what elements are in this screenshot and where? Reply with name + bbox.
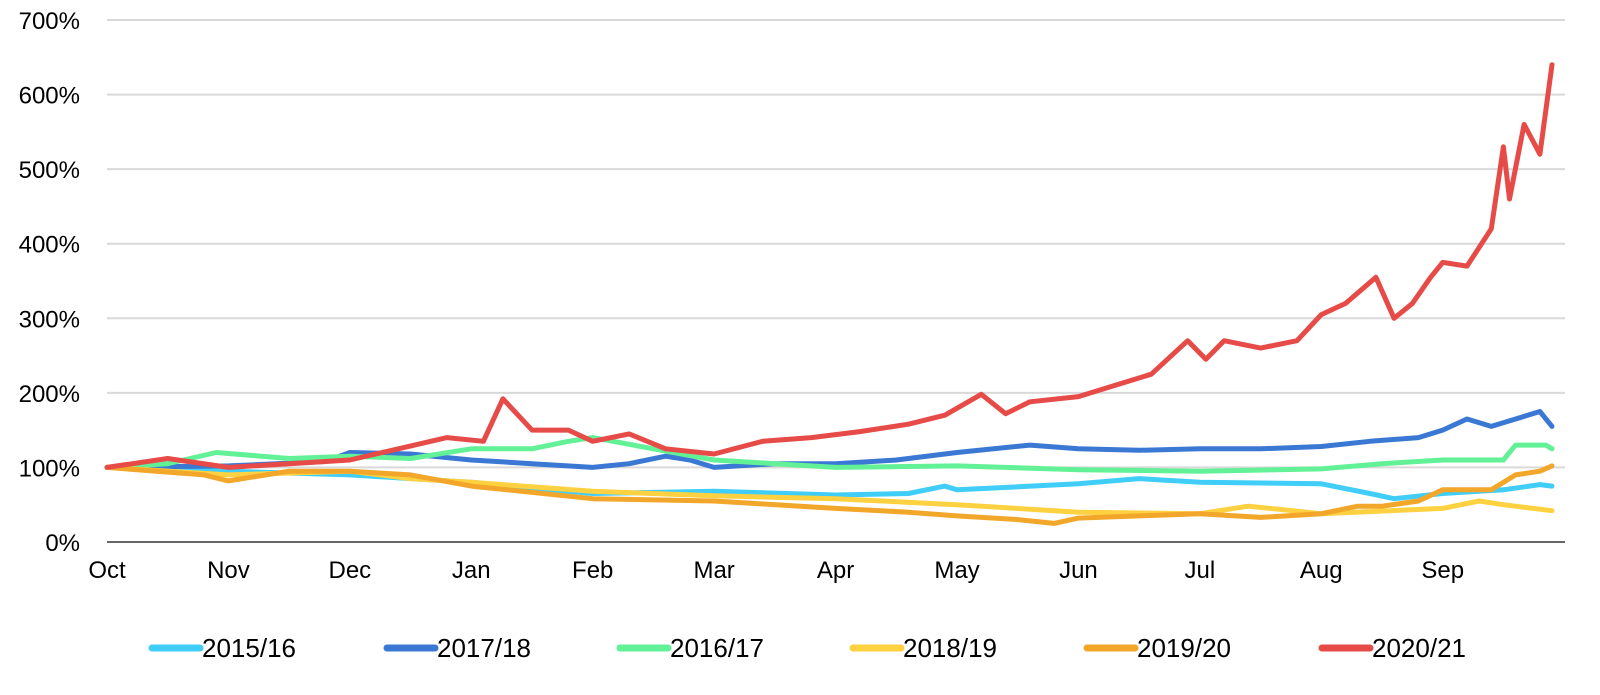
- x-tick-label: Aug: [1300, 557, 1343, 584]
- x-tick-label: Jan: [452, 557, 491, 584]
- y-tick-label: 0%: [45, 530, 80, 557]
- y-tick-label: 100%: [19, 455, 80, 482]
- x-axis: Oct Nov Dec Jan Feb Mar Apr May Jun Jul Aug Sep: [88, 557, 1464, 584]
- legend-label: 2020/21: [1372, 633, 1466, 663]
- x-tick-label: Jul: [1185, 557, 1216, 584]
- x-tick-label: Nov: [207, 557, 250, 584]
- x-tick-label: Mar: [693, 557, 734, 584]
- legend-label: 2015/16: [202, 633, 296, 663]
- legend: 2015/16 2017/18 2016/17 2018/19 2019/20 2020/…: [148, 633, 1466, 663]
- legend-label: 2017/18: [437, 633, 531, 663]
- x-tick-label: Apr: [817, 557, 854, 584]
- y-tick-label: 500%: [19, 157, 80, 184]
- x-tick-label: Feb: [572, 557, 613, 584]
- series-line-2017-18: [104, 409, 1555, 470]
- series-line-2020-21: [104, 62, 1555, 470]
- y-axis: 0% 100% 200% 300% 400% 500% 600% 700%: [19, 8, 80, 557]
- x-tick-label: Sep: [1421, 557, 1464, 584]
- x-tick-label: Oct: [88, 557, 126, 584]
- gridlines: [107, 19, 1565, 543]
- legend-label: 2019/20: [1137, 633, 1231, 663]
- legend-label: 2016/17: [670, 633, 764, 663]
- y-tick-label: 400%: [19, 232, 80, 259]
- y-tick-label: 600%: [19, 83, 80, 110]
- legend-label: 2018/19: [903, 633, 997, 663]
- x-tick-label: Dec: [329, 557, 372, 584]
- y-tick-label: 300%: [19, 306, 80, 333]
- series-line-2019-20: [104, 463, 1555, 526]
- y-tick-label: 700%: [19, 8, 80, 35]
- series-lines: [104, 62, 1555, 526]
- series-line-2016-17: [104, 435, 1555, 474]
- y-tick-label: 200%: [19, 381, 80, 408]
- x-tick-label: May: [934, 557, 979, 584]
- x-tick-label: Jun: [1059, 557, 1098, 584]
